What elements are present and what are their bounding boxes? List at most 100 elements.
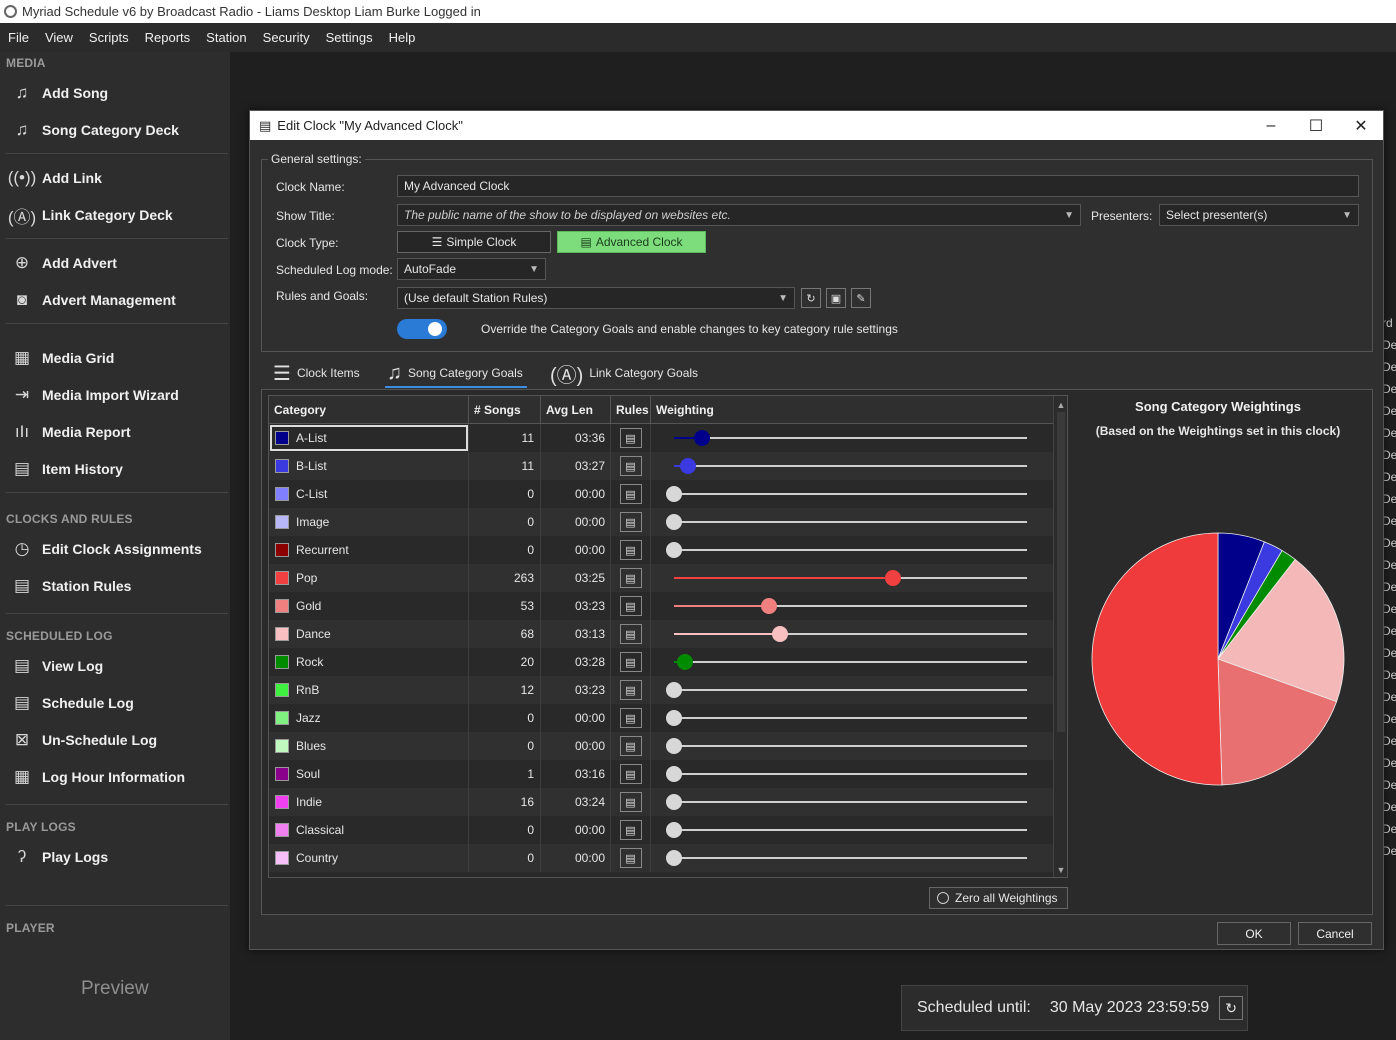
slider-thumb[interactable]: [666, 710, 682, 726]
maximize-button[interactable]: ☐: [1308, 117, 1324, 135]
category-cell[interactable]: Classical: [269, 816, 469, 844]
edit-rules-icon[interactable]: ▤: [619, 792, 642, 812]
show-title-input[interactable]: The public name of the show to be displa…: [397, 204, 1081, 226]
sidebar-item-song-category-deck[interactable]: ♫ Song Category Deck: [10, 115, 179, 145]
edit-rules-icon[interactable]: ▤: [619, 624, 642, 644]
slider-thumb[interactable]: [666, 794, 682, 810]
table-row[interactable]: A-List 11 03:36 ▤: [269, 424, 1053, 452]
column-header-songs[interactable]: # Songs: [469, 396, 541, 424]
table-row[interactable]: Dance 68 03:13 ▤: [269, 620, 1053, 648]
menu-help[interactable]: Help: [388, 30, 416, 45]
chevron-down-icon[interactable]: ▼: [1064, 209, 1074, 221]
menu-file[interactable]: File: [8, 30, 29, 45]
edit-rules-icon[interactable]: ▤: [619, 848, 642, 868]
weighting-slider[interactable]: [651, 536, 1053, 564]
sidebar-item-media-import-wizard[interactable]: ⇥ Media Import Wizard: [10, 380, 179, 410]
advanced-clock-button[interactable]: ▤ Advanced Clock: [557, 231, 706, 253]
log-mode-select[interactable]: AutoFade ▼: [397, 258, 546, 280]
weighting-slider[interactable]: [651, 564, 1053, 592]
sidebar-item-add-link[interactable]: ((•)) Add Link: [8, 163, 102, 193]
category-cell[interactable]: Jazz: [269, 704, 469, 732]
weighting-slider[interactable]: [651, 844, 1053, 872]
table-row[interactable]: Pop 263 03:25 ▤: [269, 564, 1053, 592]
edit-rules-icon[interactable]: ▤: [619, 456, 642, 476]
table-row[interactable]: B-List 11 03:27 ▤: [269, 452, 1053, 480]
table-row[interactable]: Recurrent 0 00:00 ▤: [269, 536, 1053, 564]
edit-rules-icon[interactable]: ▤: [619, 680, 642, 700]
weighting-slider[interactable]: [651, 620, 1053, 648]
slider-thumb[interactable]: [666, 822, 682, 838]
minimize-button[interactable]: –: [1266, 116, 1276, 134]
menu-scripts[interactable]: Scripts: [88, 30, 129, 45]
sidebar-item-add-song[interactable]: ♫ Add Song: [10, 78, 108, 108]
table-row[interactable]: RnB 12 03:23 ▤: [269, 676, 1053, 704]
category-cell[interactable]: Image: [269, 508, 469, 536]
refresh-rules-icon[interactable]: ↻: [801, 288, 821, 308]
cancel-button[interactable]: Cancel: [1298, 922, 1372, 945]
sidebar-item-schedule-log[interactable]: ▤ Schedule Log: [10, 688, 134, 718]
edit-rules-icon[interactable]: ▤: [619, 764, 642, 784]
slider-thumb[interactable]: [771, 626, 788, 642]
tab-link-category-goals[interactable]: (Ⓐ) Link Category Goals: [550, 358, 698, 388]
slider-thumb[interactable]: [666, 682, 682, 698]
table-row[interactable]: Soul 1 03:16 ▤: [269, 760, 1053, 788]
category-cell[interactable]: Soul: [269, 760, 469, 788]
tab-clock-items[interactable]: ☰ Clock Items: [273, 362, 360, 385]
table-row[interactable]: Image 0 00:00 ▤: [269, 508, 1053, 536]
category-cell[interactable]: RnB: [269, 676, 469, 704]
sidebar-item-view-log[interactable]: ▤ View Log: [10, 651, 103, 681]
edit-rules-icon[interactable]: ▤: [619, 820, 642, 840]
category-cell[interactable]: Country: [269, 844, 469, 872]
sidebar-item-advert-management[interactable]: ◙ Advert Management: [10, 285, 176, 315]
column-header-avg-len[interactable]: Avg Len: [541, 396, 611, 424]
edit-rules-icon[interactable]: ▤: [619, 708, 642, 728]
category-cell[interactable]: Gold: [269, 592, 469, 620]
sidebar-item-log-hour-information[interactable]: ▦ Log Hour Information: [10, 762, 185, 792]
close-button[interactable]: ✕: [1354, 117, 1368, 135]
weighting-slider[interactable]: [651, 816, 1053, 844]
slider-thumb[interactable]: [666, 486, 682, 502]
weighting-slider[interactable]: [651, 424, 1053, 452]
edit-rules-icon[interactable]: ▤: [619, 540, 642, 560]
table-row[interactable]: Country 0 00:00 ▤: [269, 844, 1053, 872]
slider-thumb[interactable]: [676, 654, 693, 670]
edit-rules-icon[interactable]: ▤: [619, 484, 642, 504]
scroll-up-icon[interactable]: ▲: [1056, 400, 1066, 410]
table-row[interactable]: Jazz 0 00:00 ▤: [269, 704, 1053, 732]
category-cell[interactable]: Pop: [269, 564, 469, 592]
weighting-slider[interactable]: [651, 704, 1053, 732]
menu-station[interactable]: Station: [206, 30, 247, 45]
column-header-rules[interactable]: Rules: [611, 396, 651, 424]
table-row[interactable]: Indie 16 03:24 ▤: [269, 788, 1053, 816]
slider-thumb[interactable]: [680, 458, 697, 474]
weighting-slider[interactable]: [651, 480, 1053, 508]
weighting-slider[interactable]: [651, 592, 1053, 620]
tab-song-category-goals[interactable]: ♫ Song Category Goals: [387, 361, 523, 384]
zero-all-weightings-button[interactable]: Zero all Weightings: [929, 887, 1068, 909]
edit-rules-icon[interactable]: ▤: [619, 428, 642, 448]
edit-rules-icon[interactable]: ▤: [619, 512, 642, 532]
weighting-slider[interactable]: [651, 648, 1053, 676]
clock-name-input[interactable]: My Advanced Clock: [397, 175, 1359, 197]
sidebar-item-unschedule-log[interactable]: ⊠ Un-Schedule Log: [10, 725, 157, 755]
category-cell[interactable]: A-List: [269, 424, 469, 452]
slider-thumb[interactable]: [666, 850, 682, 866]
slider-thumb[interactable]: [884, 570, 901, 586]
table-row[interactable]: Rock 20 03:28 ▤: [269, 648, 1053, 676]
presenters-select[interactable]: Select presenter(s) ▼: [1159, 204, 1359, 226]
slider-thumb[interactable]: [666, 738, 682, 754]
sidebar-item-media-grid[interactable]: ▦ Media Grid: [10, 343, 114, 373]
override-toggle[interactable]: [397, 319, 447, 339]
category-cell[interactable]: Rock: [269, 648, 469, 676]
scroll-down-icon[interactable]: ▼: [1056, 865, 1066, 875]
scroll-thumb[interactable]: [1057, 412, 1065, 732]
weighting-slider[interactable]: [651, 760, 1053, 788]
edit-rules-icon[interactable]: ▤: [619, 568, 642, 588]
ok-button[interactable]: OK: [1217, 922, 1291, 945]
refresh-icon[interactable]: ↻: [1219, 996, 1244, 1020]
slider-thumb[interactable]: [666, 514, 682, 530]
slider-thumb[interactable]: [761, 598, 778, 614]
slider-thumb[interactable]: [666, 766, 682, 782]
weighting-slider[interactable]: [651, 676, 1053, 704]
column-header-category[interactable]: Category: [269, 396, 469, 424]
